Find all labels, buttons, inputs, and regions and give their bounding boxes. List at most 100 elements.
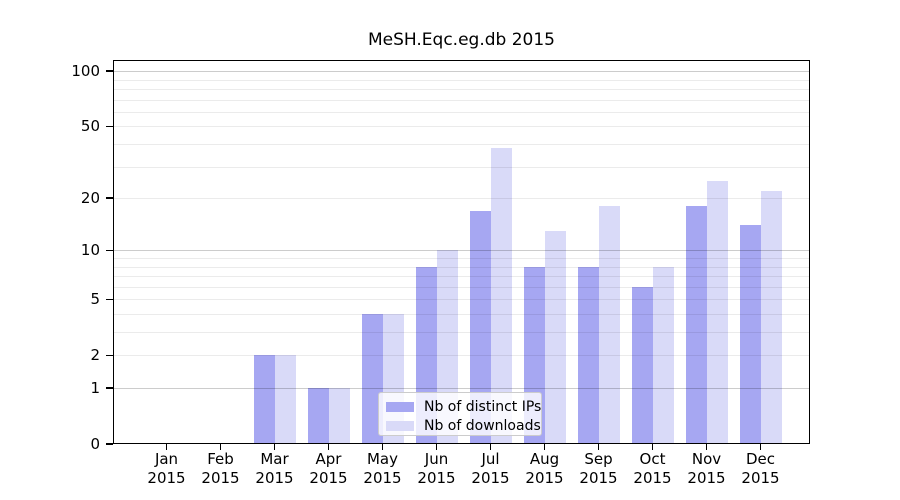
bar-downloads-apr [328, 388, 350, 444]
x-tick-year: 2015 [633, 469, 672, 487]
y-tick-label: 0 [90, 435, 100, 453]
x-tick-label-oct: Oct 2015 [613, 450, 693, 488]
minor-gridline [113, 286, 810, 288]
y-tick-label: 10 [80, 241, 100, 260]
bar-downloads-sep [598, 206, 620, 444]
major-gridline [113, 388, 810, 389]
minor-gridline [113, 126, 810, 128]
legend-item-distinct-ips: Nb of distinct IPs [386, 399, 541, 414]
bar-distinct-ips-dec [739, 225, 761, 444]
x-tick-label-sep: Sep 2015 [559, 450, 639, 488]
y-tick-mark [106, 298, 113, 300]
y-tick-mark [106, 125, 113, 128]
gridlines-layer [113, 60, 810, 444]
minor-gridline [113, 355, 810, 357]
minor-gridline [113, 276, 810, 277]
x-tick-month: Apr [315, 450, 342, 468]
minor-gridline [113, 332, 810, 333]
x-tick-label-aug: Aug 2015 [505, 450, 585, 488]
y-tick-mark [106, 443, 113, 445]
x-tick-label-jun: Jun 2015 [397, 450, 477, 488]
bar-distinct-ips-jul [469, 210, 491, 444]
x-tick-label-apr: Apr 2015 [289, 450, 369, 488]
bar-distinct-ips-sep [577, 266, 599, 444]
chart-title: MeSH.Eqc.eg.db 2015 [368, 30, 555, 50]
x-tick-label-dec: Dec 2015 [721, 450, 801, 488]
x-tick-year: 2015 [741, 469, 780, 487]
x-tick-month: Dec [745, 450, 776, 468]
x-tick-year: 2015 [309, 469, 348, 487]
x-tick-year: 2015 [363, 469, 402, 487]
bar-downloads-mar [274, 355, 296, 444]
x-tick-label-nov: Nov 2015 [667, 450, 747, 488]
y-tick-label: 100 [71, 62, 100, 81]
x-tick-month: Jan [154, 450, 179, 468]
y-tick-mark [106, 387, 113, 389]
minor-gridline [113, 299, 810, 301]
x-tick-year: 2015 [201, 469, 240, 487]
x-tick-label-may: May 2015 [343, 450, 423, 488]
x-tick-mark [705, 444, 708, 450]
x-tick-year: 2015 [687, 469, 726, 487]
x-tick-mark [651, 444, 654, 450]
bar-downloads-dec [760, 190, 782, 444]
major-gridline [113, 250, 810, 252]
bar-distinct-ips-mar [253, 355, 275, 444]
legend-swatch-downloads [386, 420, 414, 431]
x-tick-mark [165, 444, 168, 450]
x-tick-month: Sep [584, 450, 613, 468]
minor-gridline [113, 258, 810, 259]
bar-downloads-oct [652, 266, 674, 444]
x-tick-month: Feb [207, 450, 234, 468]
x-tick-month: Aug [529, 450, 560, 468]
x-tick-year: 2015 [417, 469, 456, 487]
y-tick-label: 2 [90, 346, 100, 365]
legend-swatch-distinct-ips [386, 401, 414, 412]
y-tick-label: 50 [80, 117, 100, 136]
x-tick-month: Nov [691, 450, 722, 468]
bar-downloads-jul [490, 148, 512, 444]
minor-gridline [113, 99, 810, 101]
x-tick-label-jan: Jan 2015 [127, 450, 207, 488]
minor-gridline [113, 144, 810, 145]
legend-item-downloads: Nb of downloads [386, 418, 541, 433]
x-tick-mark [435, 444, 438, 450]
x-tick-mark [543, 444, 546, 450]
x-tick-month: Mar [260, 450, 289, 468]
y-tick-mark [106, 354, 113, 356]
x-tick-mark [273, 444, 276, 450]
minor-gridline [113, 314, 810, 315]
major-gridline [113, 71, 810, 73]
legend: Nb of distinct IPs Nb of downloads [378, 392, 542, 436]
plot-area: Nb of distinct IPs Nb of downloads [113, 60, 810, 444]
y-tick-mark [106, 249, 113, 251]
minor-gridline [113, 89, 810, 90]
x-tick-year: 2015 [147, 469, 186, 487]
minor-gridline [113, 266, 810, 268]
x-tick-month: Jun [424, 450, 449, 468]
x-tick-month: Jul [481, 450, 500, 468]
bar-downloads-aug [544, 230, 566, 444]
x-tick-mark [327, 444, 330, 450]
y-tick-label: 5 [90, 290, 100, 309]
minor-gridline [113, 111, 810, 113]
y-tick-mark [106, 70, 113, 72]
bar-distinct-ips-oct [631, 286, 653, 444]
x-tick-month: May [366, 450, 398, 468]
x-tick-mark [219, 444, 222, 450]
legend-label-distinct-ips: Nb of distinct IPs [424, 398, 542, 415]
x-tick-label-mar: Mar 2015 [235, 450, 315, 488]
x-tick-year: 2015 [579, 469, 618, 487]
x-tick-year: 2015 [525, 469, 564, 487]
minor-gridline [113, 79, 810, 81]
bar-distinct-ips-nov [685, 206, 707, 444]
y-tick-label: 20 [80, 189, 100, 208]
x-tick-year: 2015 [255, 469, 294, 487]
y-tick-mark [106, 197, 113, 199]
minor-gridline [113, 166, 810, 168]
x-tick-label-jul: Jul 2015 [451, 450, 531, 488]
x-tick-mark [381, 444, 384, 450]
legend-label-downloads: Nb of downloads [424, 417, 541, 434]
x-tick-mark [597, 444, 600, 450]
